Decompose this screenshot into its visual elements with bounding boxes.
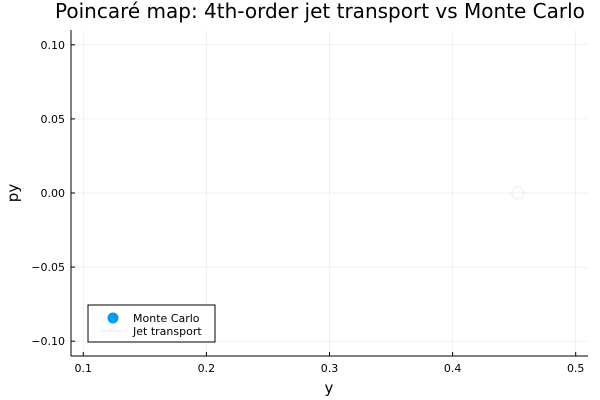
y-axis-label: py — [4, 184, 22, 203]
jet-transport-curve — [511, 186, 525, 200]
plot-area-data — [511, 186, 525, 200]
chart-title: Poincaré map: 4th-order jet transport vs… — [55, 0, 585, 23]
x-tick-label: 0.3 — [321, 362, 339, 375]
legend-monte-carlo-label: Monte Carlo — [133, 312, 200, 325]
ticks: 0.1 0.2 0.3 0.4 0.5 0.10 0.05 0.00 −0.05 −0.10 — [31, 39, 584, 375]
legend-box — [87, 304, 216, 343]
y-tick-label: 0.00 — [41, 187, 66, 200]
y-tick-label: −0.10 — [31, 335, 65, 348]
grid-lines — [71, 30, 588, 356]
legend-monte-carlo-marker — [107, 312, 119, 324]
y-tick-label: 0.05 — [41, 113, 66, 126]
x-tick-label: 0.1 — [75, 362, 93, 375]
x-tick-label: 0.5 — [567, 362, 585, 375]
x-tick-label: 0.2 — [198, 362, 216, 375]
x-tick-label: 0.4 — [444, 362, 462, 375]
legend: Monte Carlo Jet transport — [87, 304, 216, 343]
legend-jet-transport-label: Jet transport — [132, 325, 202, 338]
y-tick-label: 0.10 — [41, 39, 66, 52]
x-axis-label: y — [325, 379, 334, 397]
y-tick-label: −0.05 — [31, 261, 65, 274]
